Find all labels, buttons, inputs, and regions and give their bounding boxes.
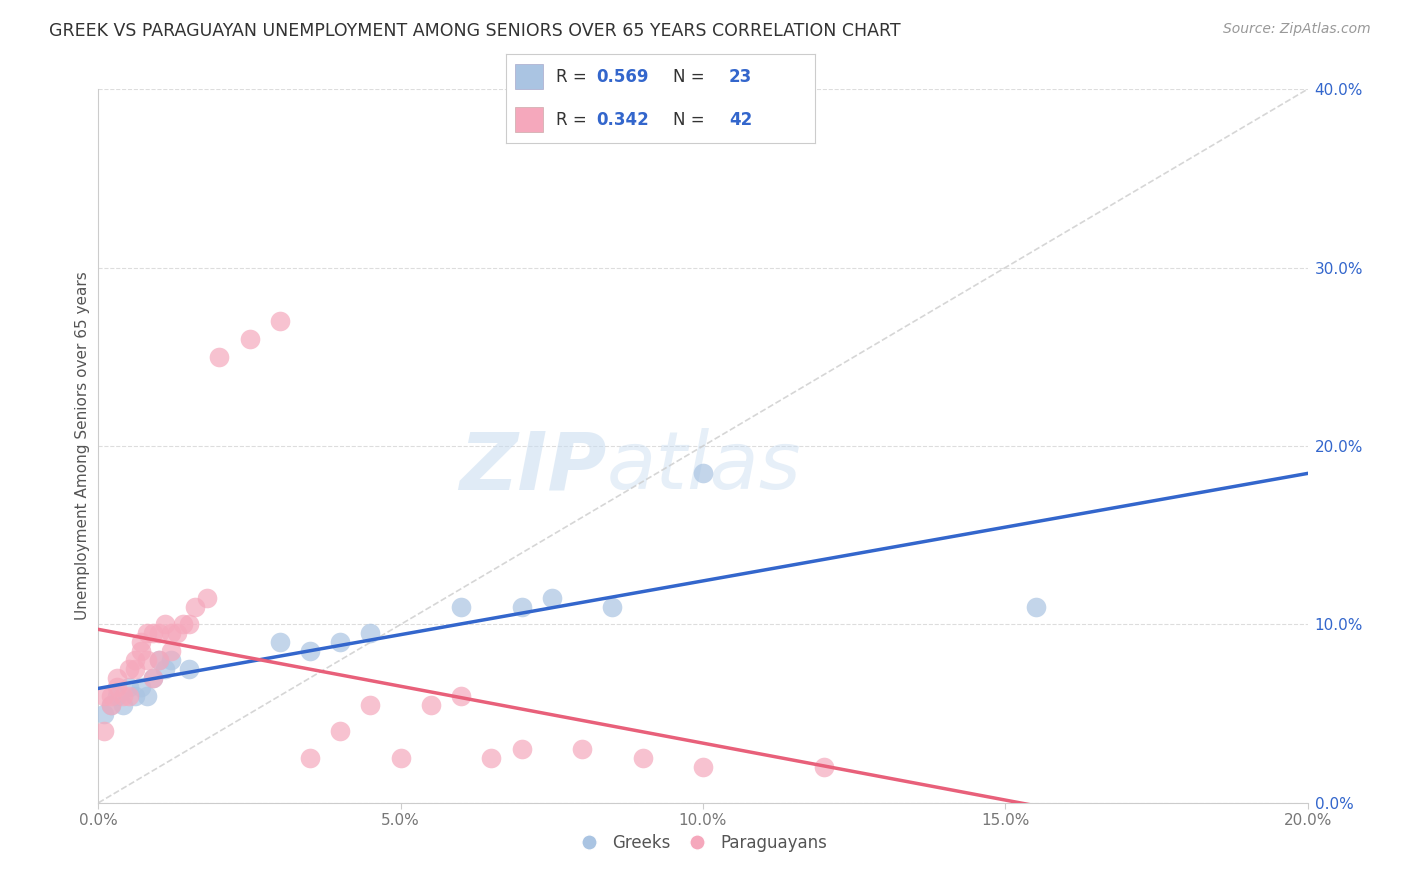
Point <box>389 751 412 765</box>
Point <box>100 698 122 712</box>
Point <box>360 698 382 712</box>
Point <box>450 599 472 614</box>
Point <box>142 671 165 685</box>
Point <box>142 626 165 640</box>
Text: 0.569: 0.569 <box>596 68 648 86</box>
Point <box>135 653 157 667</box>
Point <box>105 689 128 703</box>
Legend: Greeks, Paraguayans: Greeks, Paraguayans <box>572 828 834 859</box>
Point <box>329 635 352 649</box>
Point <box>692 760 714 774</box>
Point <box>450 689 472 703</box>
Point <box>208 350 231 364</box>
Point <box>1024 599 1046 614</box>
Point <box>571 742 593 756</box>
FancyBboxPatch shape <box>516 64 543 89</box>
Point <box>160 626 183 640</box>
Point <box>105 671 128 685</box>
Point <box>124 653 146 667</box>
Point <box>142 671 165 685</box>
Text: 23: 23 <box>728 68 752 86</box>
Point <box>269 314 291 328</box>
Point <box>481 751 503 765</box>
Point <box>148 653 170 667</box>
Point <box>153 662 176 676</box>
Text: GREEK VS PARAGUAYAN UNEMPLOYMENT AMONG SENIORS OVER 65 YEARS CORRELATION CHART: GREEK VS PARAGUAYAN UNEMPLOYMENT AMONG S… <box>49 22 901 40</box>
Text: atlas: atlas <box>606 428 801 507</box>
Point <box>813 760 835 774</box>
Text: R =: R = <box>555 68 592 86</box>
Text: R =: R = <box>555 111 592 128</box>
Point <box>360 626 382 640</box>
Point <box>299 751 322 765</box>
Point <box>510 742 533 756</box>
Point <box>420 698 443 712</box>
Point <box>510 599 533 614</box>
Point <box>239 332 262 346</box>
Point <box>631 751 654 765</box>
Point <box>118 689 141 703</box>
Point <box>100 698 122 712</box>
Point <box>160 653 183 667</box>
Y-axis label: Unemployment Among Seniors over 65 years: Unemployment Among Seniors over 65 years <box>75 272 90 620</box>
Text: 0.342: 0.342 <box>596 111 648 128</box>
Point <box>118 680 141 694</box>
Point <box>195 591 218 605</box>
Text: Source: ZipAtlas.com: Source: ZipAtlas.com <box>1223 22 1371 37</box>
Point <box>179 617 201 632</box>
Point <box>93 724 115 739</box>
Point <box>269 635 291 649</box>
FancyBboxPatch shape <box>516 107 543 132</box>
Text: ZIP: ZIP <box>458 428 606 507</box>
Point <box>135 689 157 703</box>
Point <box>172 617 194 632</box>
Point <box>124 689 146 703</box>
Point <box>111 689 134 703</box>
Point <box>93 689 115 703</box>
Point <box>111 698 134 712</box>
Point <box>105 680 128 694</box>
Text: 42: 42 <box>728 111 752 128</box>
Point <box>692 466 714 480</box>
Point <box>135 626 157 640</box>
Point <box>329 724 352 739</box>
Point <box>93 706 115 721</box>
Point <box>602 599 624 614</box>
Point <box>166 626 188 640</box>
Text: N =: N = <box>673 111 710 128</box>
Point <box>118 662 141 676</box>
Point <box>160 644 183 658</box>
Point <box>129 644 152 658</box>
Point <box>148 653 170 667</box>
Point <box>124 662 146 676</box>
Point <box>100 689 122 703</box>
Point <box>129 680 152 694</box>
Text: N =: N = <box>673 68 710 86</box>
Point <box>148 626 170 640</box>
Point <box>179 662 201 676</box>
Point <box>540 591 562 605</box>
Point <box>184 599 207 614</box>
Point <box>153 617 176 632</box>
Point <box>129 635 152 649</box>
Point <box>299 644 322 658</box>
